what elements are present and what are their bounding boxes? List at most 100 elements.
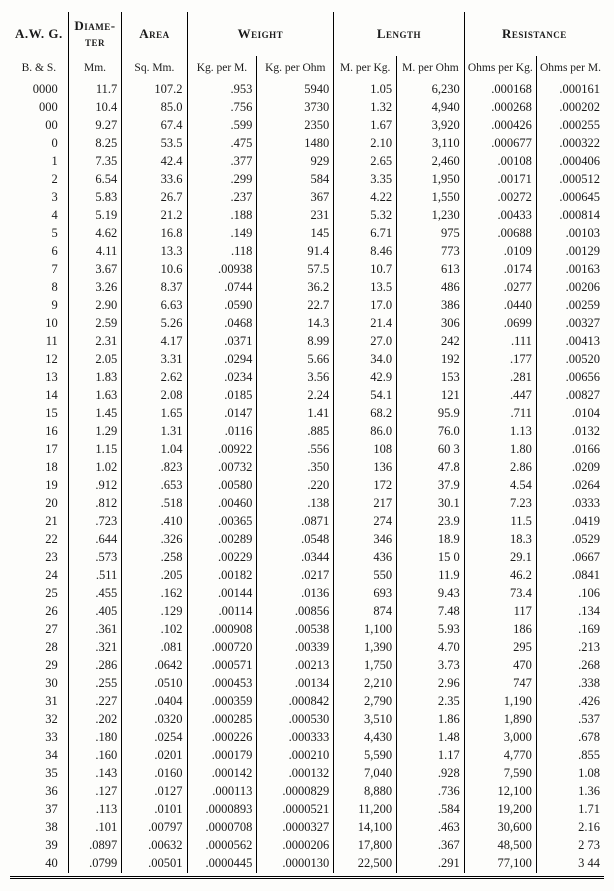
table-row: 102.595.26.046814.321.4306.0699.00327 bbox=[10, 315, 604, 333]
cell: 975 bbox=[397, 225, 465, 243]
cell: 7.48 bbox=[397, 603, 465, 621]
cell: 3.56 bbox=[257, 369, 334, 387]
cell: 16 bbox=[10, 423, 68, 441]
cell: 76.0 bbox=[397, 423, 465, 441]
cell: 11 bbox=[10, 333, 68, 351]
cell: 8.37 bbox=[122, 279, 187, 297]
cell: .0000327 bbox=[257, 819, 334, 837]
cell: 1,750 bbox=[334, 657, 397, 675]
cell: .0440 bbox=[464, 297, 536, 315]
table-row: 141.632.08.01852.2454.1121.447.00827 bbox=[10, 387, 604, 405]
cell: .000512 bbox=[536, 171, 604, 189]
cell: 1.13 bbox=[464, 423, 536, 441]
cell: .000210 bbox=[257, 747, 334, 765]
cell: .410 bbox=[122, 513, 187, 531]
table-row: 54.6216.8.1491456.71975.00688.00103 bbox=[10, 225, 604, 243]
col-diameter: Diame- ter bbox=[68, 12, 122, 56]
cell: .000359 bbox=[187, 693, 257, 711]
table-row: 26.5433.6.2995843.351,950.00171.000512 bbox=[10, 171, 604, 189]
cell: 4,770 bbox=[464, 747, 536, 765]
cell: 1,390 bbox=[334, 639, 397, 657]
cell: .0209 bbox=[536, 459, 604, 477]
cell: 0 bbox=[10, 135, 68, 153]
cell: 2.08 bbox=[122, 387, 187, 405]
cell: .000113 bbox=[187, 783, 257, 801]
cell: 32 bbox=[10, 711, 68, 729]
cell: 12 bbox=[10, 351, 68, 369]
cell: 4.62 bbox=[68, 225, 122, 243]
header-sub-row: B. & S. Mm. Sq. Mm. Kg. per M. Kg. per O… bbox=[10, 56, 604, 81]
cell: .812 bbox=[68, 495, 122, 513]
cell: .0871 bbox=[257, 513, 334, 531]
cell: .00538 bbox=[257, 621, 334, 639]
cell: .537 bbox=[536, 711, 604, 729]
cell: .0294 bbox=[187, 351, 257, 369]
cell: 108 bbox=[334, 441, 397, 459]
cell: .0510 bbox=[122, 675, 187, 693]
cell: .599 bbox=[187, 117, 257, 135]
cell: 33.6 bbox=[122, 171, 187, 189]
cell: .00103 bbox=[536, 225, 604, 243]
table-row: 171.151.04.00922.55610860 31.80.0166 bbox=[10, 441, 604, 459]
cell: 4.70 bbox=[397, 639, 465, 657]
cell: .518 bbox=[122, 495, 187, 513]
cell: 346 bbox=[334, 531, 397, 549]
cell: .0320 bbox=[122, 711, 187, 729]
table-row: 27.361.102.000908.005381,1005.93186.169 bbox=[10, 621, 604, 639]
cell: .0000521 bbox=[257, 801, 334, 819]
cell: 21.4 bbox=[334, 315, 397, 333]
cell: 436 bbox=[334, 549, 397, 567]
cell: 107.2 bbox=[122, 81, 187, 99]
cell: 145 bbox=[257, 225, 334, 243]
cell: 470 bbox=[464, 657, 536, 675]
cell: 3,000 bbox=[464, 729, 536, 747]
cell: 4.54 bbox=[464, 477, 536, 495]
table-row: 181.02.823.00732.35013647.82.86.0209 bbox=[10, 459, 604, 477]
cell: 3.73 bbox=[397, 657, 465, 675]
table-row: 34.160.0201.000179.0002105,5901.174,770.… bbox=[10, 747, 604, 765]
table-row: 009.2767.4.59923501.673,920.000426.00025… bbox=[10, 117, 604, 135]
table-row: 161.291.31.0116.88586.076.01.13.0132 bbox=[10, 423, 604, 441]
cell: 40 bbox=[10, 855, 68, 873]
cell: 1,950 bbox=[397, 171, 465, 189]
cell: .129 bbox=[122, 603, 187, 621]
cell: .00289 bbox=[187, 531, 257, 549]
cell: 24 bbox=[10, 567, 68, 585]
cell: .00134 bbox=[257, 675, 334, 693]
cell: 4.11 bbox=[68, 243, 122, 261]
sub-ohm-per-kg: Ohms per Kg. bbox=[464, 56, 536, 81]
cell: .00433 bbox=[464, 207, 536, 225]
cell: 1480 bbox=[257, 135, 334, 153]
cell: .0468 bbox=[187, 315, 257, 333]
cell: .180 bbox=[68, 729, 122, 747]
cell: .000677 bbox=[464, 135, 536, 153]
cell: 73.4 bbox=[464, 585, 536, 603]
table-row: 25.455.162.00144.01366939.4373.4.106 bbox=[10, 585, 604, 603]
cell: .00144 bbox=[187, 585, 257, 603]
cell: 21 bbox=[10, 513, 68, 531]
cell: .106 bbox=[536, 585, 604, 603]
cell: 28 bbox=[10, 639, 68, 657]
cell: 77,100 bbox=[464, 855, 536, 873]
cell: 693 bbox=[334, 585, 397, 603]
cell: .213 bbox=[536, 639, 604, 657]
cell: 1.36 bbox=[536, 783, 604, 801]
cell: 386 bbox=[397, 297, 465, 315]
cell: .00272 bbox=[464, 189, 536, 207]
cell: .653 bbox=[122, 477, 187, 495]
cell: .00171 bbox=[464, 171, 536, 189]
cell: .111 bbox=[464, 333, 536, 351]
cell: 2,790 bbox=[334, 693, 397, 711]
cell: .149 bbox=[187, 225, 257, 243]
cell: .227 bbox=[68, 693, 122, 711]
cell: .202 bbox=[68, 711, 122, 729]
cell: 25 bbox=[10, 585, 68, 603]
cell: .0000562 bbox=[187, 837, 257, 855]
cell: .711 bbox=[464, 405, 536, 423]
cell: .188 bbox=[187, 207, 257, 225]
cell: .00339 bbox=[257, 639, 334, 657]
cell: 23.9 bbox=[397, 513, 465, 531]
table-row: 22.644.326.00289.054834618.918.3.0529 bbox=[10, 531, 604, 549]
table-row: 17.3542.4.3779292.652,460.00108.000406 bbox=[10, 153, 604, 171]
cell: 1.83 bbox=[68, 369, 122, 387]
